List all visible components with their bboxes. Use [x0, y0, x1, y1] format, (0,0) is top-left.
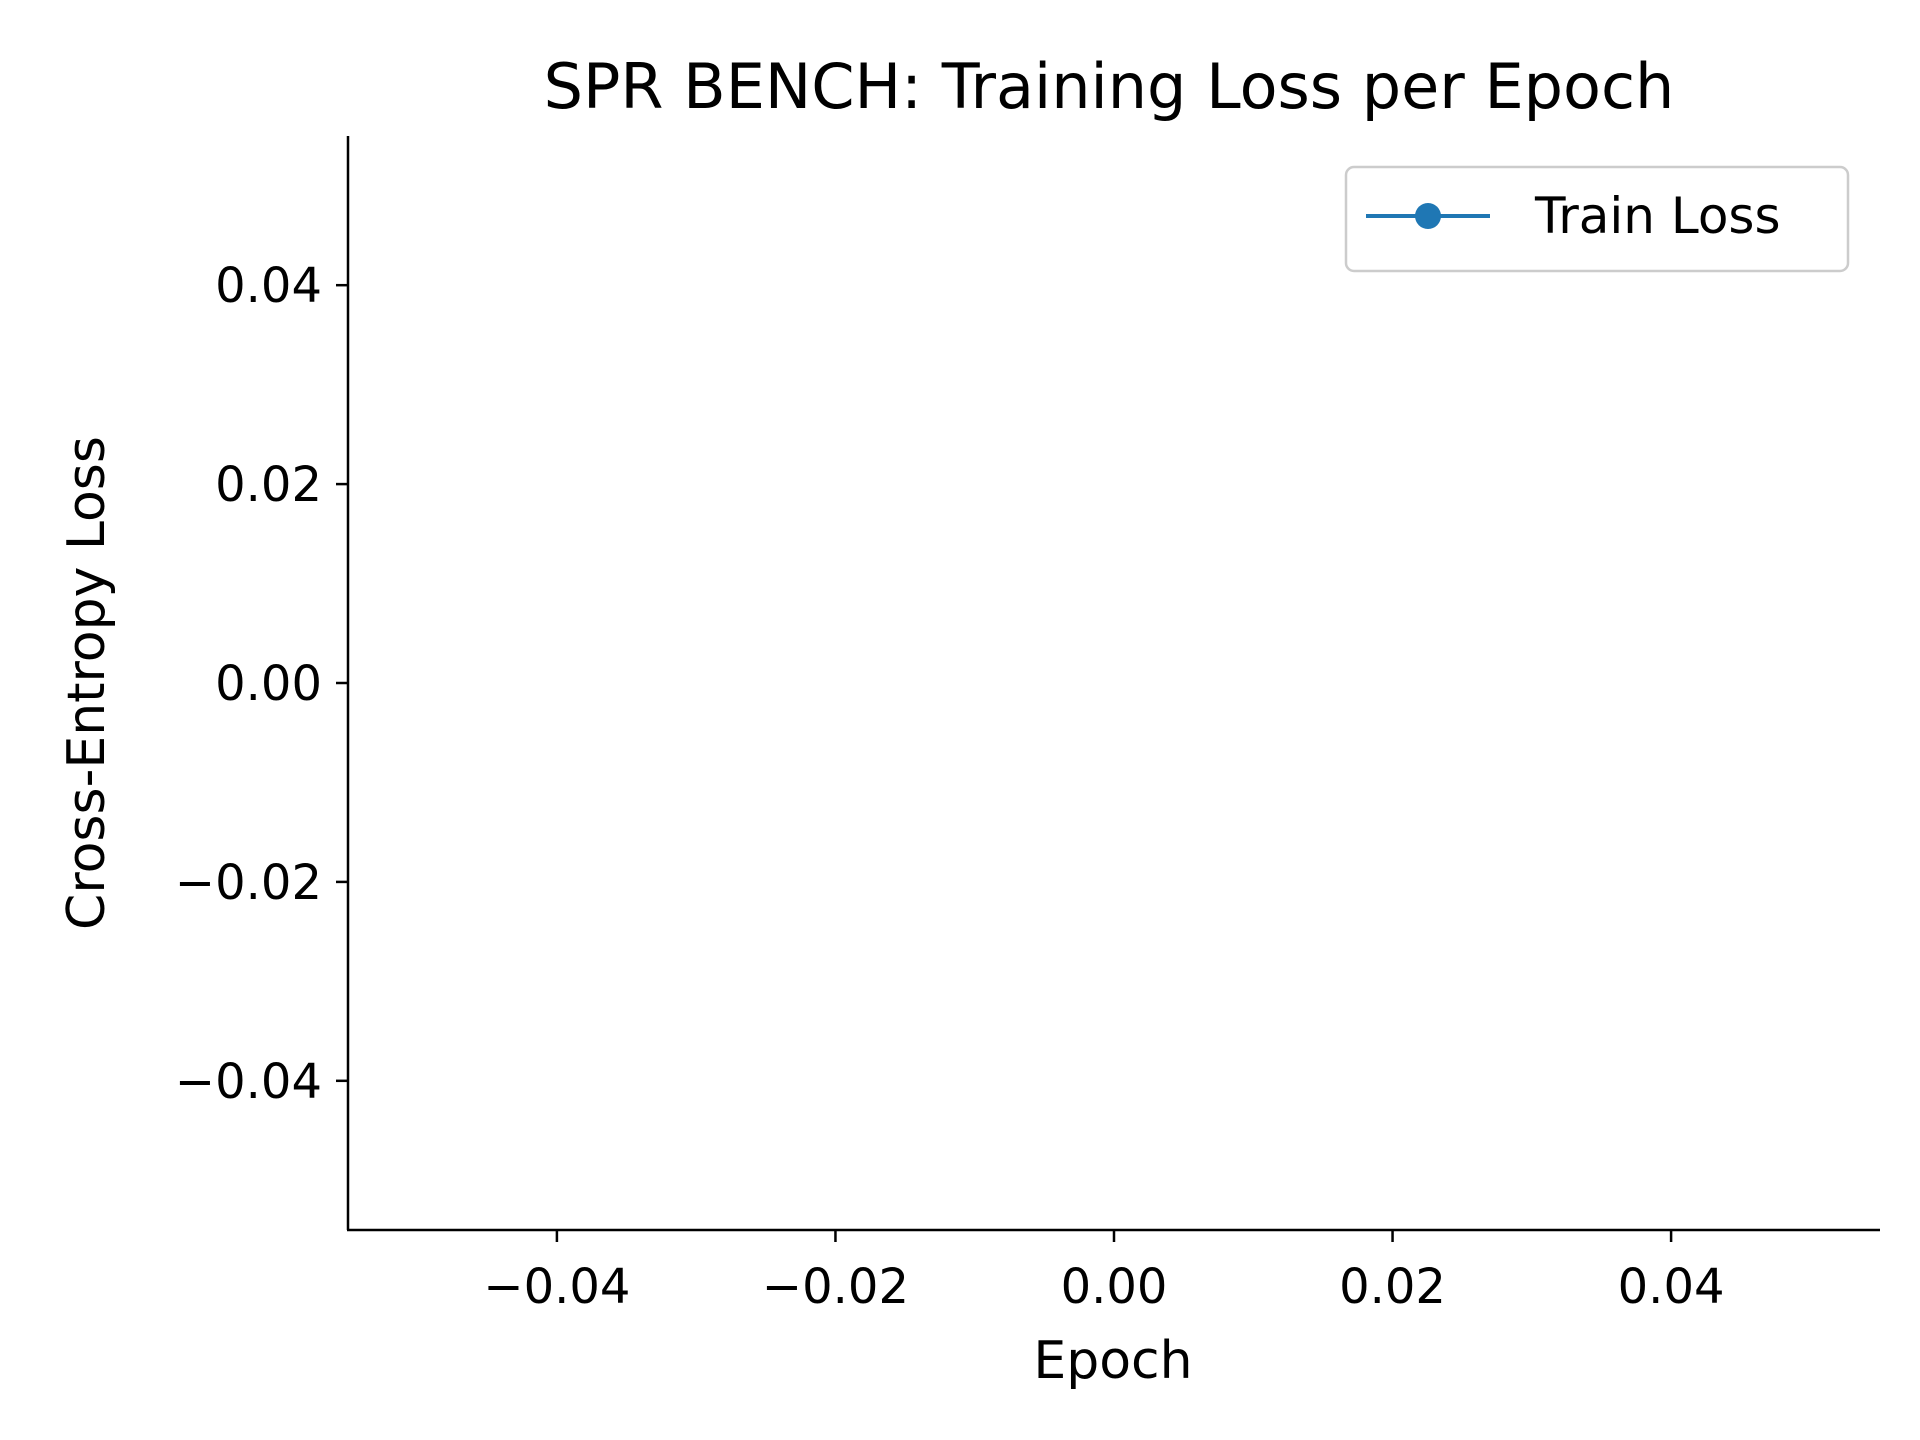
legend-frame [1344, 165, 1850, 273]
x-tick-label: 0.00 [1061, 1259, 1168, 1315]
legend-label-train-loss: Train Loss [1534, 187, 1781, 245]
y-tick-label: 0.02 [215, 457, 322, 513]
y-tick-label: 0.00 [215, 656, 322, 712]
y-axis-label: Cross-Entropy Loss [57, 436, 117, 930]
x-tick-label: 0.04 [1618, 1259, 1725, 1315]
y-tick-label: −0.04 [175, 1054, 322, 1110]
x-axis-label: Epoch [1033, 1331, 1192, 1391]
legend-marker-swatch [1415, 203, 1441, 229]
legend: Train Loss [1344, 165, 1850, 273]
x-tick-label: −0.02 [762, 1259, 909, 1315]
y-tick-label: −0.02 [175, 855, 322, 911]
y-ticks: −0.04 −0.02 0.00 0.02 0.04 [175, 258, 348, 1110]
x-ticks: −0.04 −0.02 0.00 0.02 0.04 [483, 1230, 1725, 1315]
chart-title: SPR BENCH: Training Loss per Epoch [544, 50, 1675, 123]
x-tick-label: 0.02 [1339, 1259, 1446, 1315]
x-tick-label: −0.04 [483, 1259, 630, 1315]
y-tick-label: 0.04 [215, 258, 322, 314]
